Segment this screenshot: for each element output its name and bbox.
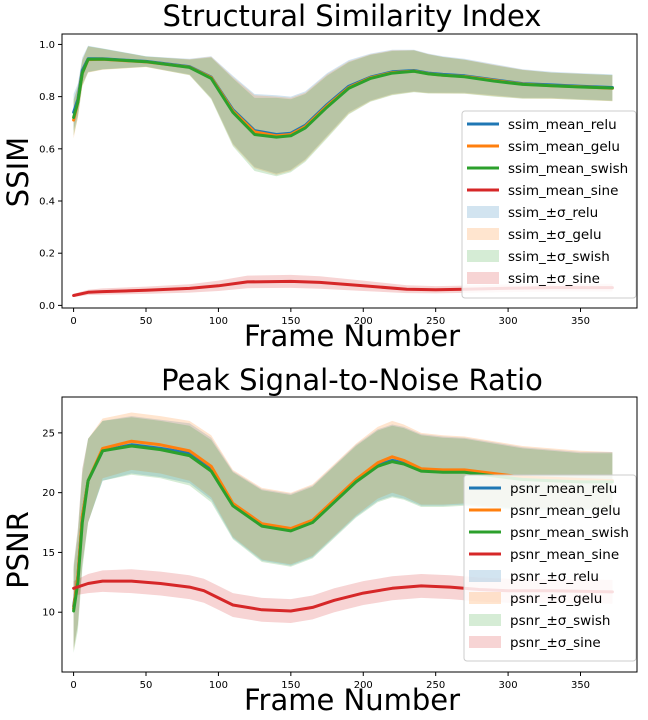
legend-label: psnr_±σ_sine (510, 635, 601, 651)
axes-layer: 0 50 100 150 200 250 300 350 10 15 20 25 (42, 396, 638, 691)
x-tick-label: 100 (209, 316, 228, 327)
legend-label: psnr_mean_swish (510, 525, 629, 541)
y-tick-label: 20 (42, 488, 55, 499)
legend-entry: ssim_mean_swish (467, 161, 628, 177)
x-tick-label: 50 (140, 316, 153, 327)
legend: ssim_mean_relu ssim_mean_gelu ssim_mean_sw… (461, 110, 637, 299)
x-tick-label: 200 (354, 680, 373, 691)
legend-label: ssim_mean_sine (508, 183, 618, 199)
legend-entry: ssim_±σ_gelu (467, 227, 602, 243)
y-tick-label: 10 (42, 608, 55, 619)
legend: psnr_mean_relu psnr_mean_gelu psnr_mean_sw… (463, 474, 637, 662)
ssim-chart: Structural Similarity Index Frame Number… (1, 0, 638, 353)
legend-entry: ssim_±σ_relu (467, 205, 598, 221)
legend-label: ssim_±σ_relu (508, 205, 598, 221)
legend-swatch (467, 206, 499, 218)
plot-frame (61, 33, 638, 309)
legend-swatch (469, 570, 501, 582)
legend-swatch (467, 272, 499, 284)
x-tick-label: 0 (70, 680, 76, 691)
legend-entry: psnr_±σ_relu (469, 569, 599, 585)
legend-entry: ssim_mean_relu (467, 117, 617, 133)
legend-entry: ssim_±σ_sine (467, 271, 600, 287)
legend-swatch (469, 592, 501, 604)
y-tick-label: 25 (42, 428, 55, 439)
legend-entry: psnr_±σ_swish (469, 613, 611, 629)
y-tick-label: 0.2 (39, 249, 55, 260)
x-tick-label: 100 (209, 680, 228, 691)
y-axis-label: PSNR (1, 511, 35, 589)
x-tick-label: 150 (281, 680, 300, 691)
legend-entry: psnr_±σ_sine (469, 635, 601, 651)
legend-entry: psnr_mean_sine (469, 547, 619, 563)
x-tick-label: 300 (499, 680, 518, 691)
legend-entry: ssim_mean_sine (467, 183, 618, 199)
legend-entry: ssim_±σ_swish (467, 249, 610, 265)
x-tick-label: 0 (70, 316, 76, 327)
legend-box (463, 474, 637, 662)
legend-entry: psnr_mean_gelu (469, 503, 621, 519)
legend-label: psnr_±σ_relu (510, 569, 599, 585)
legend-label: ssim_±σ_sine (508, 271, 600, 287)
legend-entry: ssim_mean_gelu (467, 139, 620, 155)
legend-swatch (469, 614, 501, 626)
x-tick-label: 350 (571, 680, 590, 691)
line-psnr-mean-gelu (72, 439, 614, 611)
x-tick-label: 350 (571, 316, 590, 327)
legend-label: psnr_±σ_swish (510, 613, 611, 629)
legend-swatch (467, 250, 499, 262)
x-tick-label: 250 (426, 316, 445, 327)
y-tick-label: 0.6 (39, 144, 55, 155)
legend-label: ssim_±σ_gelu (508, 227, 602, 243)
y-axis-label: SSIM (1, 137, 35, 207)
x-tick-label: 300 (499, 316, 518, 327)
x-tick-label: 250 (426, 680, 445, 691)
psnr-chart: Peak Signal-to-Noise Ratio Frame Number … (1, 363, 638, 717)
y-tick-label: 0.4 (39, 197, 55, 208)
legend-entry: psnr_mean_relu (469, 481, 617, 497)
x-tick-label: 50 (140, 680, 153, 691)
legend-swatch (469, 636, 501, 648)
y-tick-label: 0.0 (39, 301, 55, 312)
legend-label: psnr_mean_relu (510, 481, 617, 497)
y-tick-label: 15 (42, 548, 55, 559)
x-tick-label: 150 (281, 316, 300, 327)
legend-label: ssim_mean_relu (508, 117, 617, 133)
y-tick-label: 1.0 (39, 40, 55, 51)
legend-label: psnr_mean_gelu (510, 503, 621, 519)
legend-entry: psnr_mean_swish (469, 525, 629, 541)
legend-box (461, 110, 637, 299)
x-tick-label: 200 (354, 316, 373, 327)
legend-label: ssim_mean_swish (508, 161, 628, 177)
y-tick-label: 0.8 (39, 92, 55, 103)
chart-title: Structural Similarity Index (163, 0, 542, 33)
legend-swatch (467, 228, 499, 240)
plot-frame (61, 396, 638, 673)
line-ssim-mean-swish (72, 57, 614, 139)
chart-title: Peak Signal-to-Noise Ratio (161, 363, 543, 397)
legend-label: ssim_±σ_swish (508, 249, 610, 265)
x-axis-label: Frame Number (244, 319, 460, 353)
x-axis-label: Frame Number (244, 683, 460, 717)
legend-label: psnr_mean_sine (510, 547, 619, 563)
legend-entry: psnr_±σ_gelu (469, 591, 602, 607)
axes-layer: 0 50 100 150 200 250 300 350 0.0 0.2 0.4 0.6 0.8 1.0 (39, 33, 638, 327)
legend-label: psnr_±σ_gelu (510, 591, 602, 607)
legend-label: ssim_mean_gelu (508, 139, 620, 155)
